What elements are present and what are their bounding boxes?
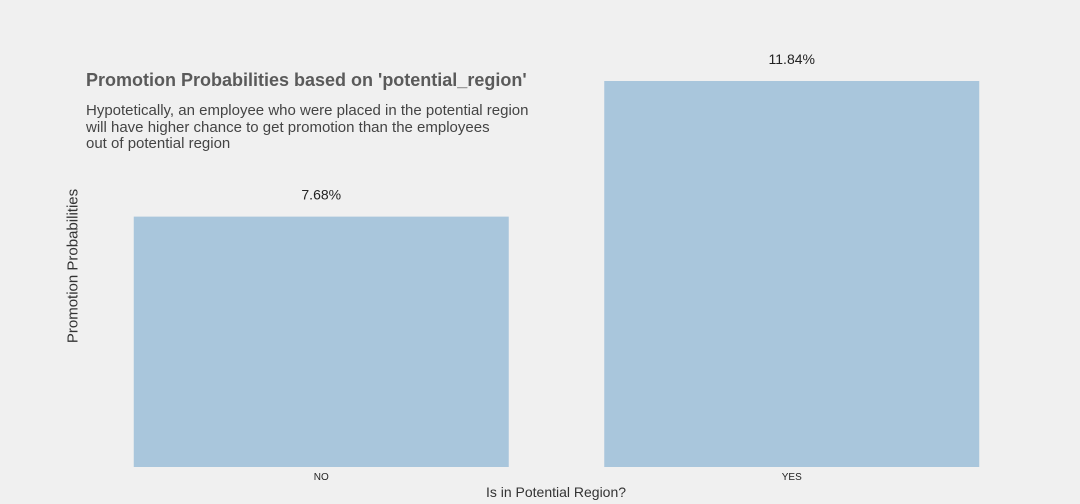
bar-no <box>133 216 509 467</box>
chart-title: Promotion Probabilities based on 'potent… <box>86 70 527 90</box>
bar-value-label: 11.84% <box>769 51 815 67</box>
bar-yes <box>604 81 980 467</box>
bar-value-label: 7.68% <box>301 187 341 203</box>
x-tick-label: YES <box>782 472 802 483</box>
x-tick-label: NO <box>314 472 329 483</box>
chart-subtitle: Hypotetically, an employee who were plac… <box>86 102 529 153</box>
x-axis-label: Is in Potential Region? <box>485 484 627 500</box>
subtitle-line: Hypotetically, an employee who were plac… <box>86 102 529 119</box>
subtitle-line: will have higher chance to get promotion… <box>86 118 490 136</box>
subtitle-line: out of potential region <box>86 135 231 152</box>
